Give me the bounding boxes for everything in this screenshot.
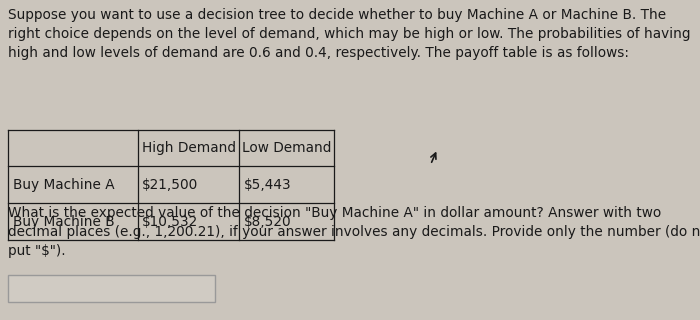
Text: Buy Machine A: Buy Machine A xyxy=(13,178,114,192)
Text: Low Demand: Low Demand xyxy=(242,141,331,155)
Text: $5,443: $5,443 xyxy=(244,178,291,192)
Text: High Demand: High Demand xyxy=(141,141,236,155)
Text: $8,520: $8,520 xyxy=(244,215,291,228)
Text: $10,532: $10,532 xyxy=(142,215,198,228)
Text: Buy Machine B: Buy Machine B xyxy=(13,215,114,228)
FancyBboxPatch shape xyxy=(8,275,215,302)
Text: $21,500: $21,500 xyxy=(142,178,198,192)
Text: What is the expected value of the decision "Buy Machine A" in dollar amount? Ans: What is the expected value of the decisi… xyxy=(8,206,700,258)
Text: Suppose you want to use a decision tree to decide whether to buy Machine A or Ma: Suppose you want to use a decision tree … xyxy=(8,8,691,60)
